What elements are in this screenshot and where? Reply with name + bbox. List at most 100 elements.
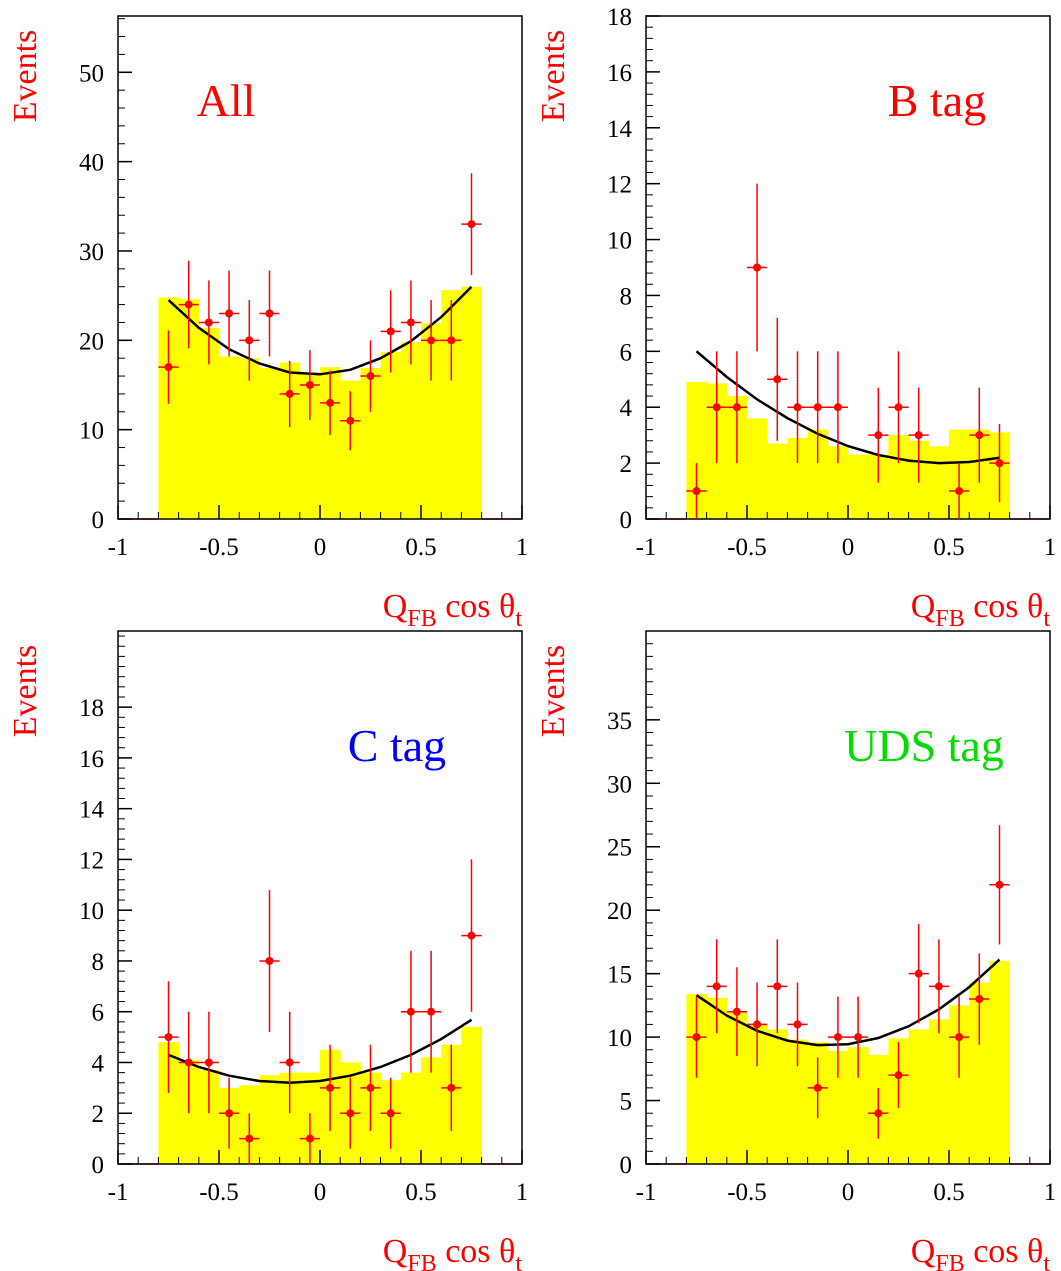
y-tick-label: 40 bbox=[79, 150, 104, 177]
panel-title: C tag bbox=[348, 720, 446, 771]
x-tick-label: 1 bbox=[516, 534, 529, 561]
y-tick-label: 0 bbox=[620, 507, 633, 534]
histogram-bar bbox=[767, 443, 788, 519]
y-tick-label: 10 bbox=[607, 1025, 632, 1052]
histogram-bar bbox=[239, 358, 260, 519]
x-axis-label: QFB cos θt bbox=[911, 1233, 1051, 1271]
x-tick-label: -0.5 bbox=[727, 534, 767, 561]
x-label-text: Q bbox=[911, 1233, 936, 1270]
histogram-bar bbox=[807, 429, 829, 519]
data-point bbox=[184, 1058, 193, 1067]
data-point bbox=[813, 1083, 822, 1092]
x-label-subscript: t bbox=[515, 606, 522, 632]
data-point bbox=[712, 403, 721, 412]
y-tick-label: 16 bbox=[607, 60, 632, 87]
y-tick-label: 6 bbox=[620, 339, 633, 366]
y-tick-label: 35 bbox=[607, 708, 632, 735]
histogram-bar bbox=[421, 1057, 442, 1164]
x-label-subscript: FB bbox=[935, 606, 964, 632]
x-label-text: cos θ bbox=[965, 1233, 1044, 1270]
y-tick-label: 50 bbox=[79, 60, 104, 87]
data-point bbox=[305, 380, 314, 389]
x-tick-label: 0.5 bbox=[933, 1179, 964, 1206]
x-label-text: Q bbox=[383, 1233, 408, 1270]
y-tick-label: 10 bbox=[79, 418, 104, 445]
x-tick-label: -0.5 bbox=[727, 1179, 767, 1206]
data-point bbox=[874, 431, 883, 440]
y-tick-label: 16 bbox=[79, 746, 104, 773]
data-point bbox=[386, 1109, 395, 1118]
y-tick-label: 12 bbox=[79, 847, 104, 874]
data-point bbox=[773, 375, 782, 384]
data-point bbox=[874, 1109, 883, 1118]
x-tick-label: 1 bbox=[516, 1179, 529, 1206]
panel: 0 2 4 6 8 10 12 14 16 18 -1 -0.5 0 0.5 1 B tag Events QFB… bbox=[535, 4, 1056, 632]
y-tick-label: 5 bbox=[620, 1089, 633, 1116]
x-tick-label: 0 bbox=[842, 534, 855, 561]
x-label-text: cos θ bbox=[437, 588, 516, 625]
x-tick-label: 1 bbox=[1044, 534, 1057, 561]
y-tick-label: 0 bbox=[92, 1152, 105, 1179]
histogram-bar bbox=[461, 286, 483, 519]
x-tick-label: -0.5 bbox=[199, 1179, 239, 1206]
panel: 0 2 4 6 8 10 12 14 16 18 -1 -0.5 0 0.5 1 C tag Events QFB… bbox=[7, 630, 529, 1271]
fit-curve bbox=[168, 1018, 473, 1085]
x-label-subscript: t bbox=[1043, 606, 1050, 632]
data-point bbox=[894, 403, 903, 412]
x-tick-label: 1 bbox=[1044, 1179, 1057, 1206]
histogram-bar bbox=[908, 1029, 930, 1164]
data-point bbox=[975, 431, 984, 440]
histogram-bar bbox=[928, 446, 950, 519]
histogram-bar bbox=[706, 997, 728, 1164]
data-point bbox=[753, 263, 762, 272]
data-point bbox=[914, 969, 923, 978]
x-tick-label: 0.5 bbox=[405, 1179, 436, 1206]
data-point bbox=[854, 1033, 863, 1042]
y-tick-label: 15 bbox=[607, 962, 632, 989]
y-tick-label: 6 bbox=[92, 1000, 105, 1027]
histogram-bar bbox=[158, 1042, 180, 1164]
data-point bbox=[467, 931, 476, 940]
x-axis-label: QFB cos θt bbox=[383, 588, 523, 632]
x-label-subscript: t bbox=[1043, 1251, 1050, 1271]
histogram-bar bbox=[259, 368, 281, 519]
data-point bbox=[245, 1134, 254, 1143]
y-tick-label: 8 bbox=[92, 949, 105, 976]
y-tick-label: 2 bbox=[92, 1101, 105, 1128]
histogram-bar bbox=[686, 382, 708, 519]
data-point bbox=[245, 336, 254, 345]
histogram-bar bbox=[787, 437, 809, 519]
y-tick-label: 12 bbox=[607, 172, 632, 199]
histogram-bar bbox=[279, 362, 301, 519]
histogram-bar bbox=[827, 1051, 849, 1164]
histogram-bar bbox=[360, 368, 382, 519]
histogram-bar bbox=[747, 1024, 768, 1164]
y-tick-label: 14 bbox=[607, 116, 633, 143]
x-tick-label: -1 bbox=[108, 534, 129, 561]
panel: 0 5 10 15 20 25 30 35 -1 -0.5 0 0.5 1 UDS tag Events QF… bbox=[535, 630, 1057, 1271]
data-point bbox=[184, 300, 193, 309]
x-axis-label: QFB cos θt bbox=[383, 1233, 523, 1271]
x-tick-label: 0 bbox=[314, 1179, 327, 1206]
data-point bbox=[427, 336, 436, 345]
x-label-text: cos θ bbox=[437, 1233, 516, 1270]
histogram-bar bbox=[441, 290, 462, 519]
y-tick-label: 10 bbox=[607, 228, 632, 255]
data-point bbox=[995, 880, 1004, 889]
data-point bbox=[346, 416, 355, 425]
data-point bbox=[406, 1007, 415, 1016]
panel: 0 10 20 30 40 50 -1 -0.5 0 0.5 1 All Events QFB cos θ… bbox=[7, 15, 529, 632]
histogram-bar bbox=[259, 1075, 281, 1164]
y-tick-label: 20 bbox=[79, 328, 104, 355]
y-tick-label: 14 bbox=[79, 797, 105, 824]
x-tick-label: -0.5 bbox=[199, 534, 239, 561]
x-label-subscript: FB bbox=[407, 1251, 436, 1271]
y-tick-label: 4 bbox=[620, 395, 633, 422]
histogram-bar bbox=[299, 372, 321, 519]
data-point bbox=[955, 1033, 964, 1042]
x-tick-label: -1 bbox=[108, 1179, 129, 1206]
y-tick-label: 0 bbox=[92, 507, 105, 534]
x-tick-label: 0.5 bbox=[405, 534, 436, 561]
